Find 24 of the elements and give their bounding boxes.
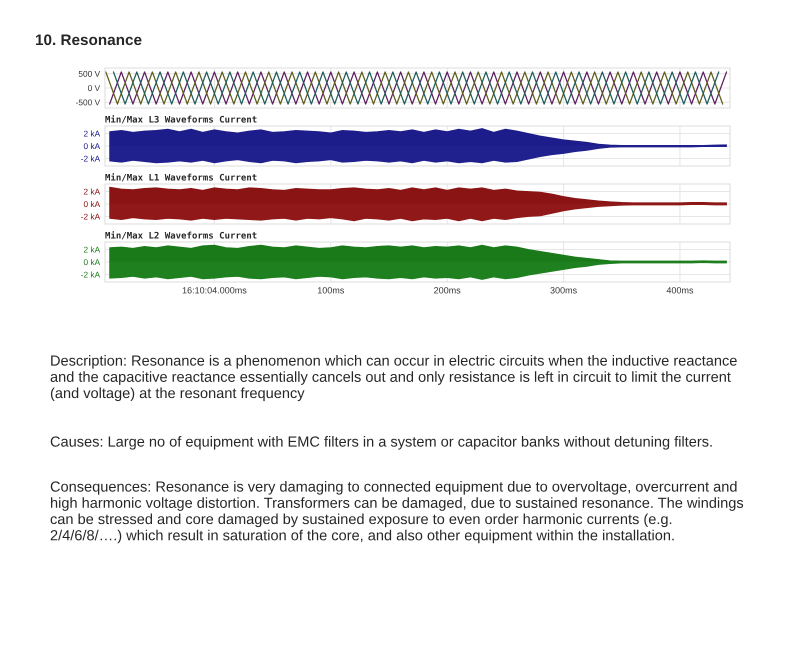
y-tick-label: 500 V [78, 70, 100, 77]
text: Description: Resonance is a phenomenon which can occur in electric circuits when the inductive reactance and the capacitive reactance essentially cancels out and only resistance is left in circuit to limit the current (and voltage) at the resonant frequency [50, 355, 737, 402]
y-tick-label: 0 kA [84, 142, 100, 150]
chart-title: 10. Resonance [36, 34, 142, 46]
y-tick-label: 2 kA [84, 188, 100, 195]
x-tick-label: 400ms [666, 287, 694, 294]
y-tick-label: -2 kA [81, 213, 100, 220]
chart-title: Min/Max L2 Waveforms Current [105, 231, 256, 240]
text: Causes: Large no of equipment with EMC filters in a system or capacitor banks without detuning filters. [50, 436, 712, 450]
chart-title: Min/Max L1 Waveforms Current [105, 173, 256, 182]
x-tick-label: 100ms [318, 287, 344, 294]
y-tick-label: -500 V [76, 99, 100, 106]
y-tick-label: 2 kA [84, 246, 100, 253]
x-tick-label: 300ms [550, 287, 577, 294]
y-tick-label: 2 kA [84, 130, 100, 137]
y-tick-label: -2 kA [81, 155, 100, 162]
x-tick-label: 16:10:04.000ms [182, 287, 246, 294]
y-tick-label: 0 kA [84, 258, 100, 266]
chart-title: Min/Max L3 Waveforms Current [105, 115, 256, 124]
x-tick-label: 200ms [434, 287, 460, 294]
y-tick-label: 0 kA [84, 200, 100, 208]
y-tick-label: -2 kA [81, 271, 100, 278]
y-tick-label: 0 V [88, 85, 100, 92]
text: Consequences: Resonance is very damaging to connected equipment due to overvoltage, overcurrent and high harmonic voltage distortion. Transformers can be damaged, due to sustained resonance. The windings can be stressed and core damaged by sustained exposure to even order harmonic currents (e.g. 2/4/6/8/….) which result in saturation of the core, and also other equipment within the installation. [50, 481, 744, 544]
